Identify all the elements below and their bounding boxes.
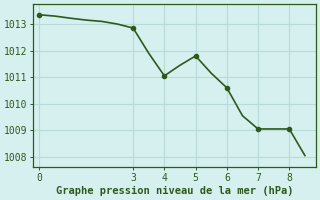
- X-axis label: Graphe pression niveau de la mer (hPa): Graphe pression niveau de la mer (hPa): [56, 186, 293, 196]
